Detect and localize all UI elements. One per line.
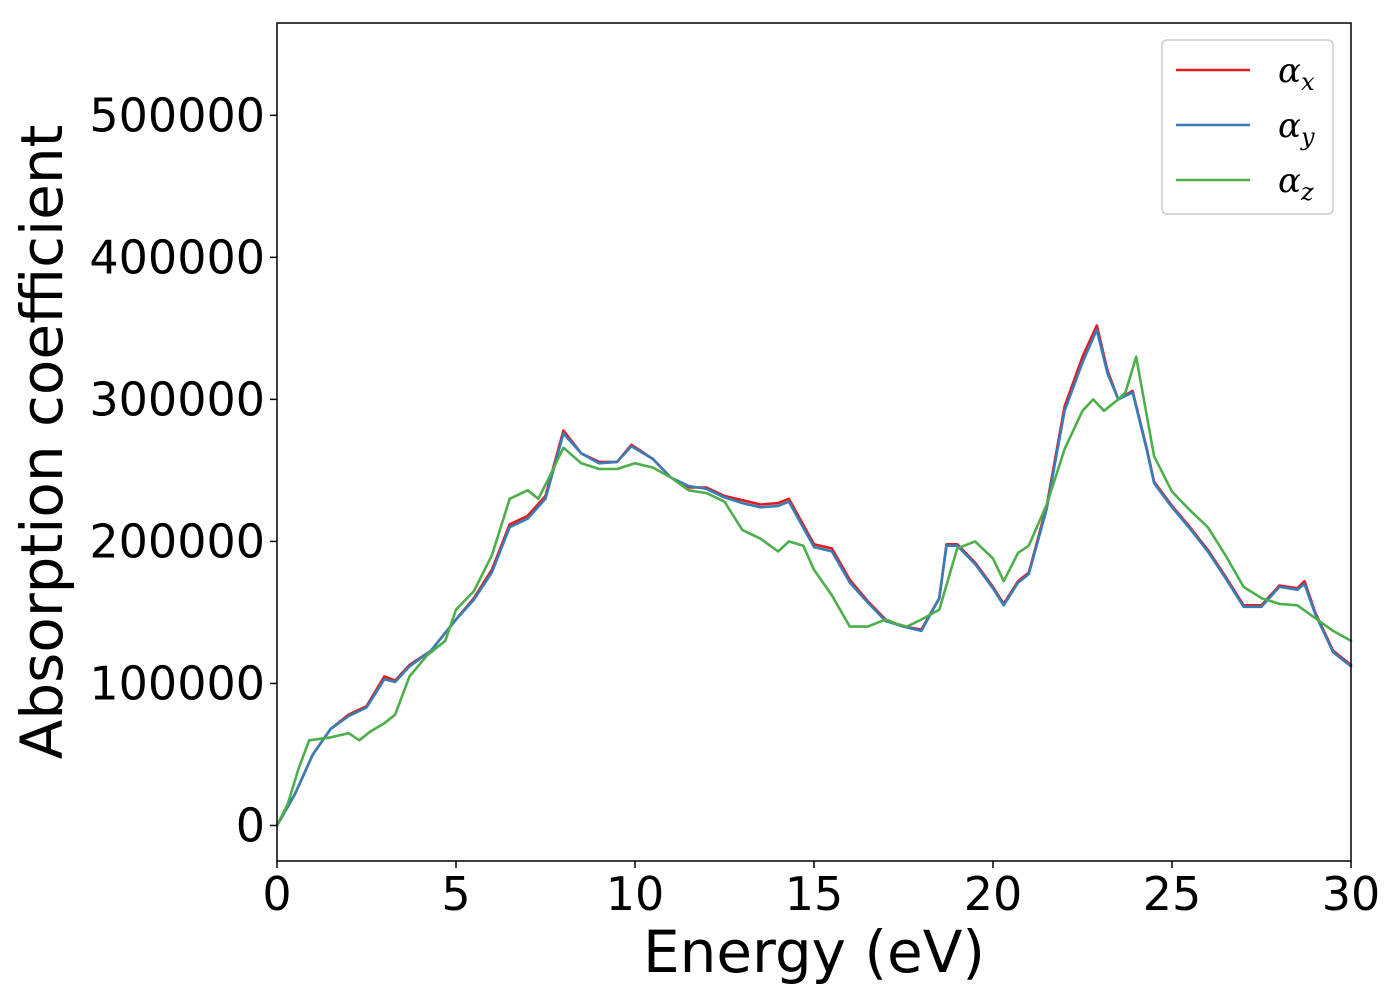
y-tick-label: 300000 — [89, 372, 265, 426]
series-line-alpha-y — [275, 328, 1353, 827]
x-tick-label: 10 — [606, 867, 665, 921]
y-axis-title: Absorption coefficient — [8, 125, 76, 760]
x-axis-title: Energy (eV) — [643, 918, 985, 986]
series-line-alpha-z — [275, 355, 1353, 827]
y-tick-label: 200000 — [89, 514, 265, 568]
y-tick-label: 500000 — [89, 88, 265, 142]
x-axis: 0 5 10 15 20 25 30 — [262, 861, 1380, 921]
legend-label-alpha-z: αz — [1278, 161, 1314, 206]
series-layer — [275, 324, 1353, 827]
x-tick-label: 15 — [785, 867, 844, 921]
x-tick-label: 30 — [1322, 867, 1381, 921]
y-tick-label: 100000 — [89, 656, 265, 710]
legend-box — [1161, 39, 1334, 215]
y-tick-label: 0 — [236, 798, 265, 852]
x-tick-label: 0 — [262, 867, 291, 921]
y-axis: 0 100000 200000 300000 400000 500000 — [89, 88, 277, 852]
series-line-alpha-x — [275, 324, 1353, 827]
x-tick-label: 20 — [964, 867, 1023, 921]
x-tick-label: 25 — [1143, 867, 1202, 921]
y-tick-label: 400000 — [89, 230, 265, 284]
x-tick-label: 5 — [441, 867, 470, 921]
